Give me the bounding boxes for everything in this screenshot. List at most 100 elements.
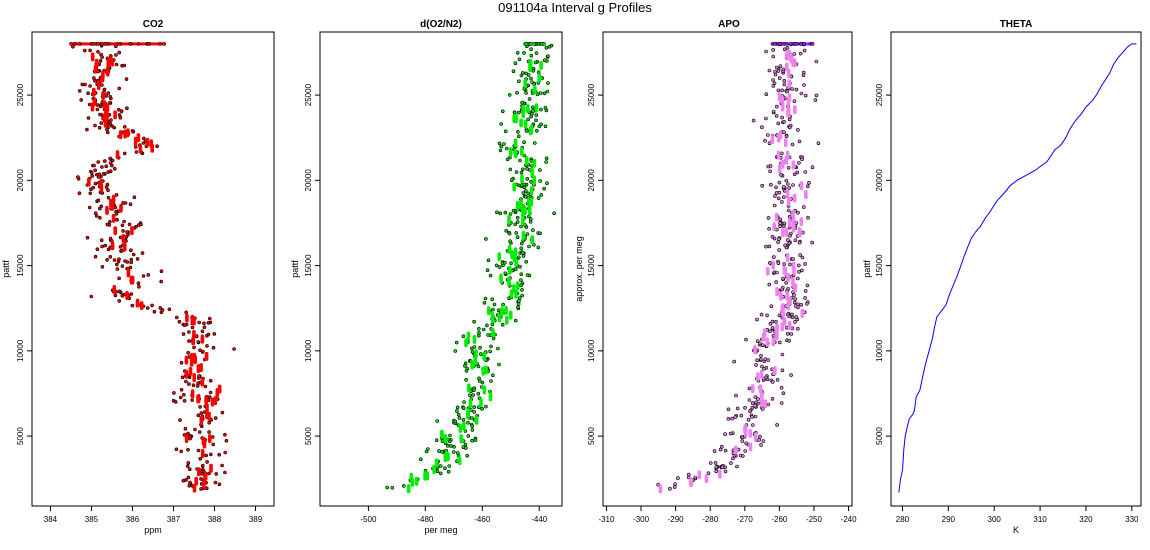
o2n2-data-cluster (491, 314, 495, 324)
co2-data-point (117, 107, 121, 112)
apo-data-point (760, 343, 765, 348)
o2n2-data-point (477, 326, 481, 331)
apo-data-point (800, 157, 804, 162)
o2n2-data-cluster (491, 328, 495, 338)
apo-data-point (803, 289, 808, 293)
o2n2-data-cluster (523, 119, 528, 129)
co2-top-point (162, 42, 167, 46)
o2n2-data-point (466, 420, 470, 425)
o2n2-data-point (532, 82, 536, 86)
o2n2-data-point (517, 299, 521, 303)
apo-data-point (789, 373, 793, 377)
apo-data-point (780, 368, 785, 373)
apo-data-point (771, 78, 775, 82)
apo-data-point (780, 352, 785, 357)
co2-data-cluster (126, 268, 131, 278)
theta-y-tick-label: 20000 (875, 169, 884, 192)
co2-data-point (91, 185, 95, 190)
apo-data-cluster (778, 130, 783, 140)
co2-data-point (142, 136, 146, 141)
co2-data-point (113, 166, 117, 171)
co2-data-point (172, 391, 176, 395)
o2n2-data-point (466, 434, 471, 438)
o2n2-data-point (538, 91, 543, 95)
co2-data-cluster (184, 434, 189, 444)
apo-data-point (760, 125, 764, 129)
co2-data-point (89, 171, 94, 175)
o2n2-data-point (521, 191, 526, 195)
apo-data-cluster (756, 372, 760, 382)
o2n2-data-point (483, 296, 488, 301)
o2n2-data-cluster (470, 360, 474, 370)
o2n2-data-point (552, 211, 556, 216)
o2n2-data-point (544, 156, 549, 161)
co2-data-point (178, 418, 182, 422)
o2n2-data-point (451, 450, 456, 454)
apo-data-point (797, 240, 802, 245)
apo-data-point (746, 417, 751, 422)
o2n2-data-point (478, 345, 482, 350)
o2n2-data-point (519, 278, 523, 282)
apo-data-point (781, 276, 785, 281)
co2-data-point (79, 98, 83, 102)
co2-data-point (100, 83, 104, 87)
co2-data-point (108, 254, 113, 259)
co2-data-point (96, 49, 100, 54)
apo-data-point (735, 464, 739, 469)
apo-data-point (778, 221, 782, 225)
co2-data-cluster (126, 128, 130, 138)
co2-data-point (71, 44, 75, 49)
apo-data-point (672, 485, 677, 489)
co2-data-point (106, 170, 110, 174)
o2n2-x-tick-label: -460 (474, 515, 491, 524)
o2n2-data-point (490, 373, 495, 378)
apo-data-point (763, 139, 767, 143)
o2n2-data-cluster (523, 79, 527, 89)
co2-data-point (101, 172, 106, 176)
apo-data-cluster (658, 484, 663, 494)
apo-data-cluster (771, 337, 776, 347)
co2-data-cluster (130, 226, 134, 236)
apo-data-cluster (753, 345, 757, 354)
apo-data-point (729, 461, 733, 465)
o2n2-data-cluster (523, 206, 527, 216)
apo-data-point (785, 182, 790, 186)
o2n2-data-cluster (512, 182, 516, 192)
co2-data-cluster (113, 226, 117, 236)
theta-y-label: pattf (862, 260, 872, 278)
o2n2-data-point (540, 76, 545, 80)
o2n2-data-point (503, 271, 508, 276)
apo-data-point (773, 194, 777, 198)
o2n2-data-cluster (520, 174, 524, 184)
o2n2-data-cluster (440, 429, 444, 439)
co2-data-cluster (100, 73, 105, 83)
apo-data-cluster (785, 150, 790, 160)
co2-data-point (158, 306, 163, 310)
o2n2-data-point (543, 124, 548, 129)
co2-data-point (134, 150, 139, 154)
apo-data-cluster (791, 160, 796, 170)
apo-data-point (770, 326, 775, 330)
o2n2-data-point (536, 245, 541, 250)
co2-data-point (220, 410, 225, 415)
co2-data-point (112, 258, 117, 262)
o2n2-data-point (519, 283, 523, 288)
o2n2-data-point (452, 444, 456, 449)
theta-x-tick-label: 330 (1125, 515, 1139, 524)
o2n2-data-point (455, 409, 459, 413)
co2-data-point (180, 375, 185, 380)
o2n2-data-cluster (499, 273, 503, 283)
apo-data-point (782, 262, 787, 266)
apo-data-cluster (765, 337, 770, 347)
co2-data-point (122, 219, 126, 224)
apo-x-tick-label: -260 (771, 515, 788, 524)
co2-x-tick-label: 388 (208, 515, 222, 524)
co2-data-point (181, 478, 186, 483)
o2n2-data-point (524, 259, 529, 264)
co2-data-point (198, 348, 202, 353)
co2-data-point (106, 195, 111, 200)
co2-data-point (184, 379, 188, 384)
apo-data-cluster (697, 470, 702, 480)
o2n2-data-point (529, 47, 533, 52)
apo-data-point (773, 70, 777, 74)
